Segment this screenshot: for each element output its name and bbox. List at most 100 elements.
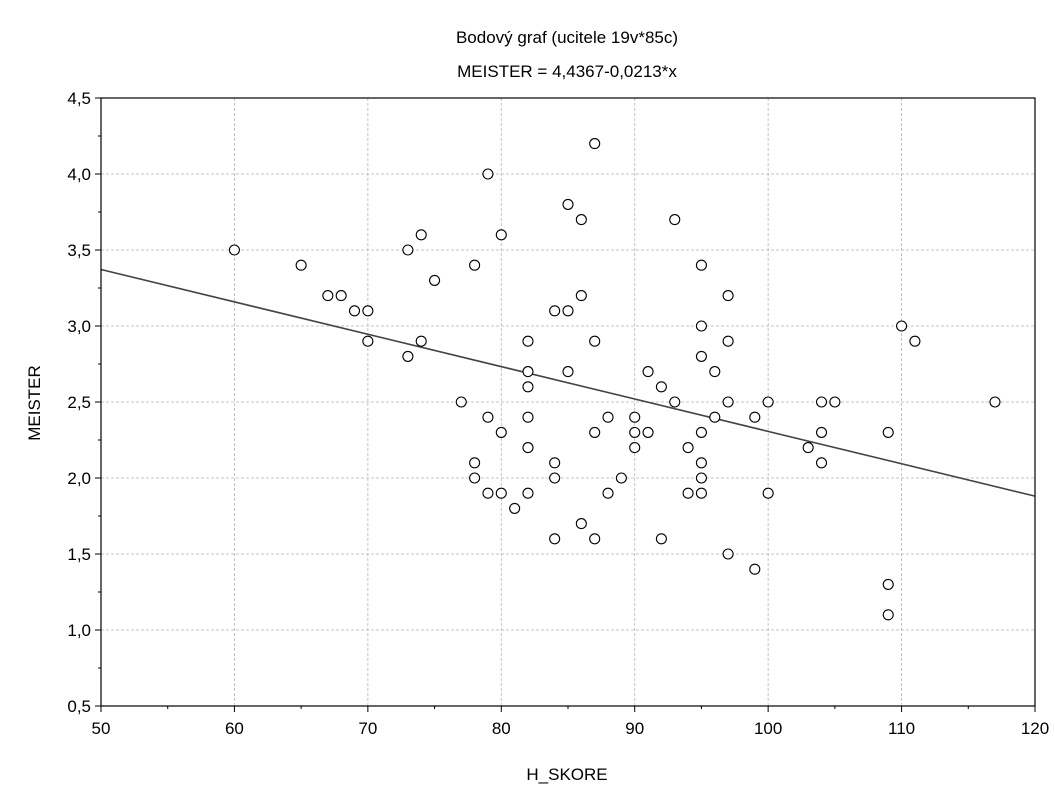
data-point	[682, 487, 694, 499]
data-point	[655, 533, 667, 545]
data-point	[549, 472, 561, 484]
x-tick-label: 100	[754, 719, 782, 738]
data-point	[335, 290, 347, 302]
x-tick-label: 80	[492, 719, 511, 738]
data-point	[482, 411, 494, 423]
data-point	[669, 396, 681, 408]
data-point	[722, 396, 734, 408]
data-point	[909, 335, 921, 347]
data-point	[669, 214, 681, 226]
data-point	[482, 487, 494, 499]
data-point	[642, 366, 654, 378]
data-point	[402, 244, 414, 256]
data-point	[709, 366, 721, 378]
data-point	[549, 457, 561, 469]
data-point	[655, 381, 667, 393]
x-tick-label: 50	[92, 719, 111, 738]
data-point	[522, 487, 534, 499]
data-point	[695, 426, 707, 438]
data-point	[695, 350, 707, 362]
data-point	[589, 138, 601, 150]
data-point	[549, 533, 561, 545]
y-tick-label: 1,0	[67, 621, 91, 640]
data-point	[429, 274, 441, 286]
y-axis-label: MEISTER	[25, 365, 44, 441]
data-point	[749, 563, 761, 575]
data-point	[348, 305, 361, 317]
data-point	[629, 426, 641, 438]
y-tick-label: 3,5	[67, 241, 91, 260]
data-point	[549, 305, 561, 317]
data-point	[415, 229, 427, 241]
regression-layer	[100, 268, 1036, 497]
data-point	[562, 198, 574, 210]
data-point	[522, 442, 534, 454]
data-point	[469, 457, 481, 469]
data-point	[882, 578, 894, 590]
data-point	[815, 457, 828, 469]
grid-layer	[101, 98, 1035, 706]
regression-line	[100, 268, 1036, 497]
x-tick-label: 70	[358, 719, 377, 738]
data-point	[295, 259, 307, 271]
data-point	[455, 396, 467, 408]
data-point	[575, 214, 587, 226]
x-tick-label: 120	[1021, 719, 1049, 738]
data-point	[322, 290, 334, 302]
data-point	[589, 426, 601, 438]
data-point	[509, 502, 521, 514]
data-point	[522, 335, 534, 347]
data-point	[562, 366, 574, 378]
x-axis-label: H_SKORE	[526, 765, 607, 784]
data-point	[882, 609, 894, 621]
data-point	[682, 442, 694, 454]
data-point	[575, 290, 587, 302]
data-point	[749, 411, 761, 423]
data-point	[722, 335, 734, 347]
data-point	[602, 487, 614, 499]
data-point	[495, 426, 507, 438]
data-point	[722, 548, 734, 560]
data-point	[602, 411, 614, 423]
data-point	[589, 533, 601, 545]
data-point	[709, 411, 721, 423]
y-tick-label: 3,0	[67, 317, 91, 336]
x-tick-label: 110	[888, 719, 915, 738]
data-point	[722, 290, 734, 302]
data-point	[815, 426, 828, 438]
data-point	[695, 259, 707, 271]
data-point	[762, 396, 774, 408]
x-tick-label: 90	[625, 719, 644, 738]
y-tick-label: 4,5	[67, 89, 91, 108]
data-point	[522, 411, 534, 423]
data-point	[695, 320, 707, 332]
data-point	[562, 305, 574, 317]
data-point	[469, 259, 481, 271]
chart-title: Bodový graf (ucitele 19v*85c)	[456, 28, 678, 47]
data-point	[829, 396, 841, 408]
data-point	[642, 426, 654, 438]
chart-subtitle: MEISTER = 4,4367-0,0213*x	[457, 62, 677, 81]
data-point	[228, 244, 240, 256]
data-point	[495, 229, 507, 241]
data-point	[629, 411, 641, 423]
tick-layer: 50 60 70 80 90 100 110 120 0,5 1,0 1,5 2,0 2,5 3,0 3,5…	[67, 89, 1049, 738]
data-point	[589, 335, 601, 347]
data-point	[989, 396, 1001, 408]
data-point	[575, 518, 587, 530]
data-point	[482, 168, 494, 180]
data-point	[695, 487, 707, 499]
data-point	[615, 472, 627, 484]
y-tick-label: 4,0	[67, 165, 91, 184]
data-point	[802, 442, 814, 454]
data-point	[695, 457, 707, 469]
data-point	[362, 305, 374, 317]
y-tick-label: 1,5	[67, 545, 91, 564]
y-tick-label: 2,5	[67, 393, 91, 412]
data-point	[695, 472, 707, 484]
data-point	[469, 472, 481, 484]
data-point	[522, 366, 534, 378]
data-point	[495, 487, 507, 499]
point-layer	[228, 138, 1001, 621]
